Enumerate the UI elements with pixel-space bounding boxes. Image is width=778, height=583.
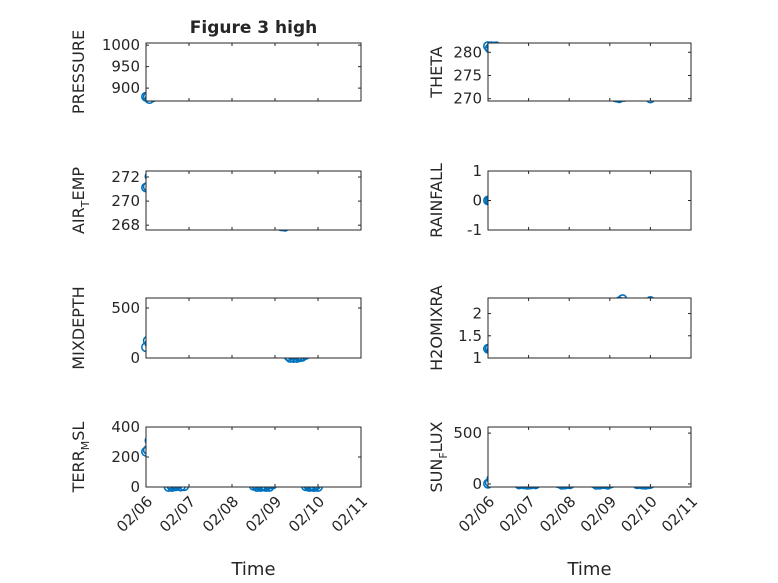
y-tick-label: 0 [472, 192, 482, 210]
y-tick-label: 500 [453, 424, 482, 442]
y-axis-label: PRESSURE [69, 30, 88, 114]
y-tick-label: 0 [130, 478, 140, 496]
subplot-1: 270 275 280 THETA [427, 41, 692, 108]
y-axis-label: MIXDEPTH [69, 286, 88, 369]
y-axis-label: SUNFLUX [427, 421, 450, 492]
y-tick-label: 2 [472, 305, 482, 323]
subplot-2: 268 270 272 AIRTEMP [69, 167, 362, 234]
y-tick-label: 272 [111, 168, 140, 186]
y-tick-label: 268 [111, 216, 140, 234]
x-tick-label: 02/06 [113, 493, 156, 536]
x-tick-label: 02/09 [577, 493, 620, 536]
y-axis-label: H2OMIXRA [427, 285, 446, 371]
y-axis-label: THETA [427, 46, 446, 98]
axes-box [487, 170, 692, 231]
chart-title: Figure 3 high [190, 18, 318, 38]
y-tick-label: 280 [453, 43, 482, 61]
x-tick-label: 02/09 [242, 493, 285, 536]
x-tick-label: 02/06 [455, 493, 498, 536]
x-tick-label: 02/11 [328, 493, 371, 536]
x-tick-label: 02/10 [617, 493, 660, 536]
y-tick-label: 950 [111, 58, 140, 76]
subplot-4: 0 500 MIXDEPTH [69, 286, 362, 370]
y-tick-label: 200 [111, 448, 140, 466]
x-tick-label: 02/08 [536, 493, 579, 536]
y-tick-label: 270 [453, 90, 482, 108]
x-axis-label: Time [566, 559, 611, 580]
axes-box [487, 297, 692, 359]
subplot-3: -1 0 1 RAINFALL [427, 162, 692, 239]
subplot-5: 1 1.5 2 H2OMIXRA [427, 285, 692, 371]
y-tick-label: 400 [111, 418, 140, 436]
y-tick-label: -1 [467, 221, 482, 239]
y-tick-label: 0 [472, 475, 482, 493]
subplot-6: 0 200 400 02/06 02/07 02/08 02/09 02/10 02/11 TER… [69, 418, 371, 580]
y-tick-label: 1 [472, 349, 482, 367]
x-tick-label: 02/07 [156, 493, 199, 536]
x-tick-label: 02/11 [658, 493, 701, 536]
subplot-0: 900 950 1000 PRESSURE Figure 3 high [69, 18, 362, 114]
y-tick-label: 1000 [102, 36, 140, 54]
y-tick-label: 270 [111, 192, 140, 210]
y-axis-label: TERRMSL [69, 422, 92, 494]
y-axis-label: AIRTEMP [69, 167, 92, 234]
x-tick-label: 02/08 [199, 493, 242, 536]
axes-box [487, 42, 692, 102]
axes-box [145, 170, 362, 231]
y-axis-label: RAINFALL [427, 163, 446, 238]
axes-box [145, 426, 362, 488]
x-tick-label: 02/07 [496, 493, 539, 536]
axes-box [487, 426, 692, 488]
x-axis-label: Time [230, 559, 275, 580]
axes-box [145, 42, 362, 102]
y-tick-label: 500 [111, 299, 140, 317]
x-tick-label: 02/10 [285, 493, 328, 536]
axes-box [145, 297, 362, 359]
y-tick-label: 900 [111, 79, 140, 97]
y-tick-label: 1.5 [458, 327, 482, 345]
y-tick-label: 0 [130, 349, 140, 367]
y-tick-label: 1 [472, 162, 482, 180]
y-tick-label: 275 [453, 66, 482, 84]
